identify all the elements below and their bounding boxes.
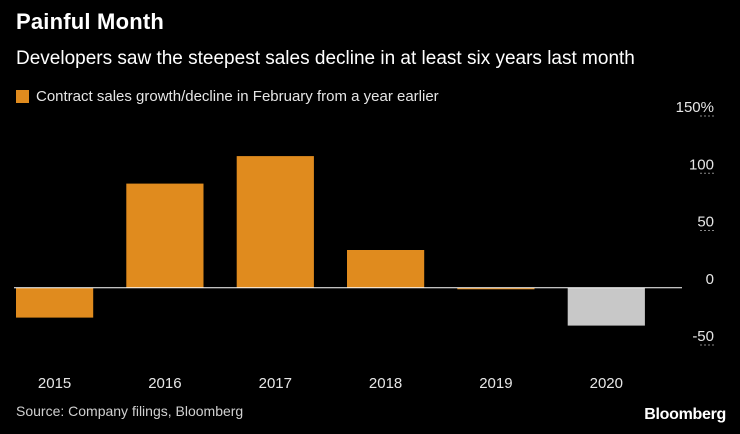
bar-2018: [347, 250, 425, 288]
y-tick-label: 0: [706, 271, 714, 288]
legend-swatch: [16, 90, 29, 103]
x-tick-label: 2016: [148, 375, 181, 392]
bars-group: [16, 156, 645, 326]
source-note: Source: Company filings, Bloomberg: [16, 403, 244, 419]
bar-2020: [567, 287, 645, 326]
x-tick-label: 2015: [38, 375, 71, 392]
chart-legend: Contract sales growth/decline in Februar…: [16, 88, 439, 105]
brand-logo: Bloomberg: [644, 406, 726, 423]
y-tick-label: -50: [692, 328, 714, 345]
x-tick-label: 2018: [369, 375, 402, 392]
x-tick-label: 2020: [590, 375, 623, 392]
y-tick-label: 50: [697, 214, 714, 231]
x-tick-label: 2017: [259, 375, 292, 392]
chart-subtitle: Developers saw the steepest sales declin…: [16, 48, 635, 69]
y-tick-label: 100: [689, 156, 714, 173]
bar-2019: [457, 287, 535, 290]
bar-2015: [16, 287, 94, 318]
bar-2016: [126, 183, 204, 288]
x-tick-label: 2019: [479, 375, 512, 392]
chart-title: Painful Month: [16, 9, 165, 34]
y-axis-ticks: 150% 100 50 0 -50: [676, 99, 714, 346]
legend-label: Contract sales growth/decline in Februar…: [36, 88, 439, 105]
x-axis-ticks: 2015 2016 2017 2018 2019 2020: [38, 375, 623, 392]
y-tick-label: 150%: [676, 99, 714, 116]
bar-2017: [236, 156, 314, 288]
